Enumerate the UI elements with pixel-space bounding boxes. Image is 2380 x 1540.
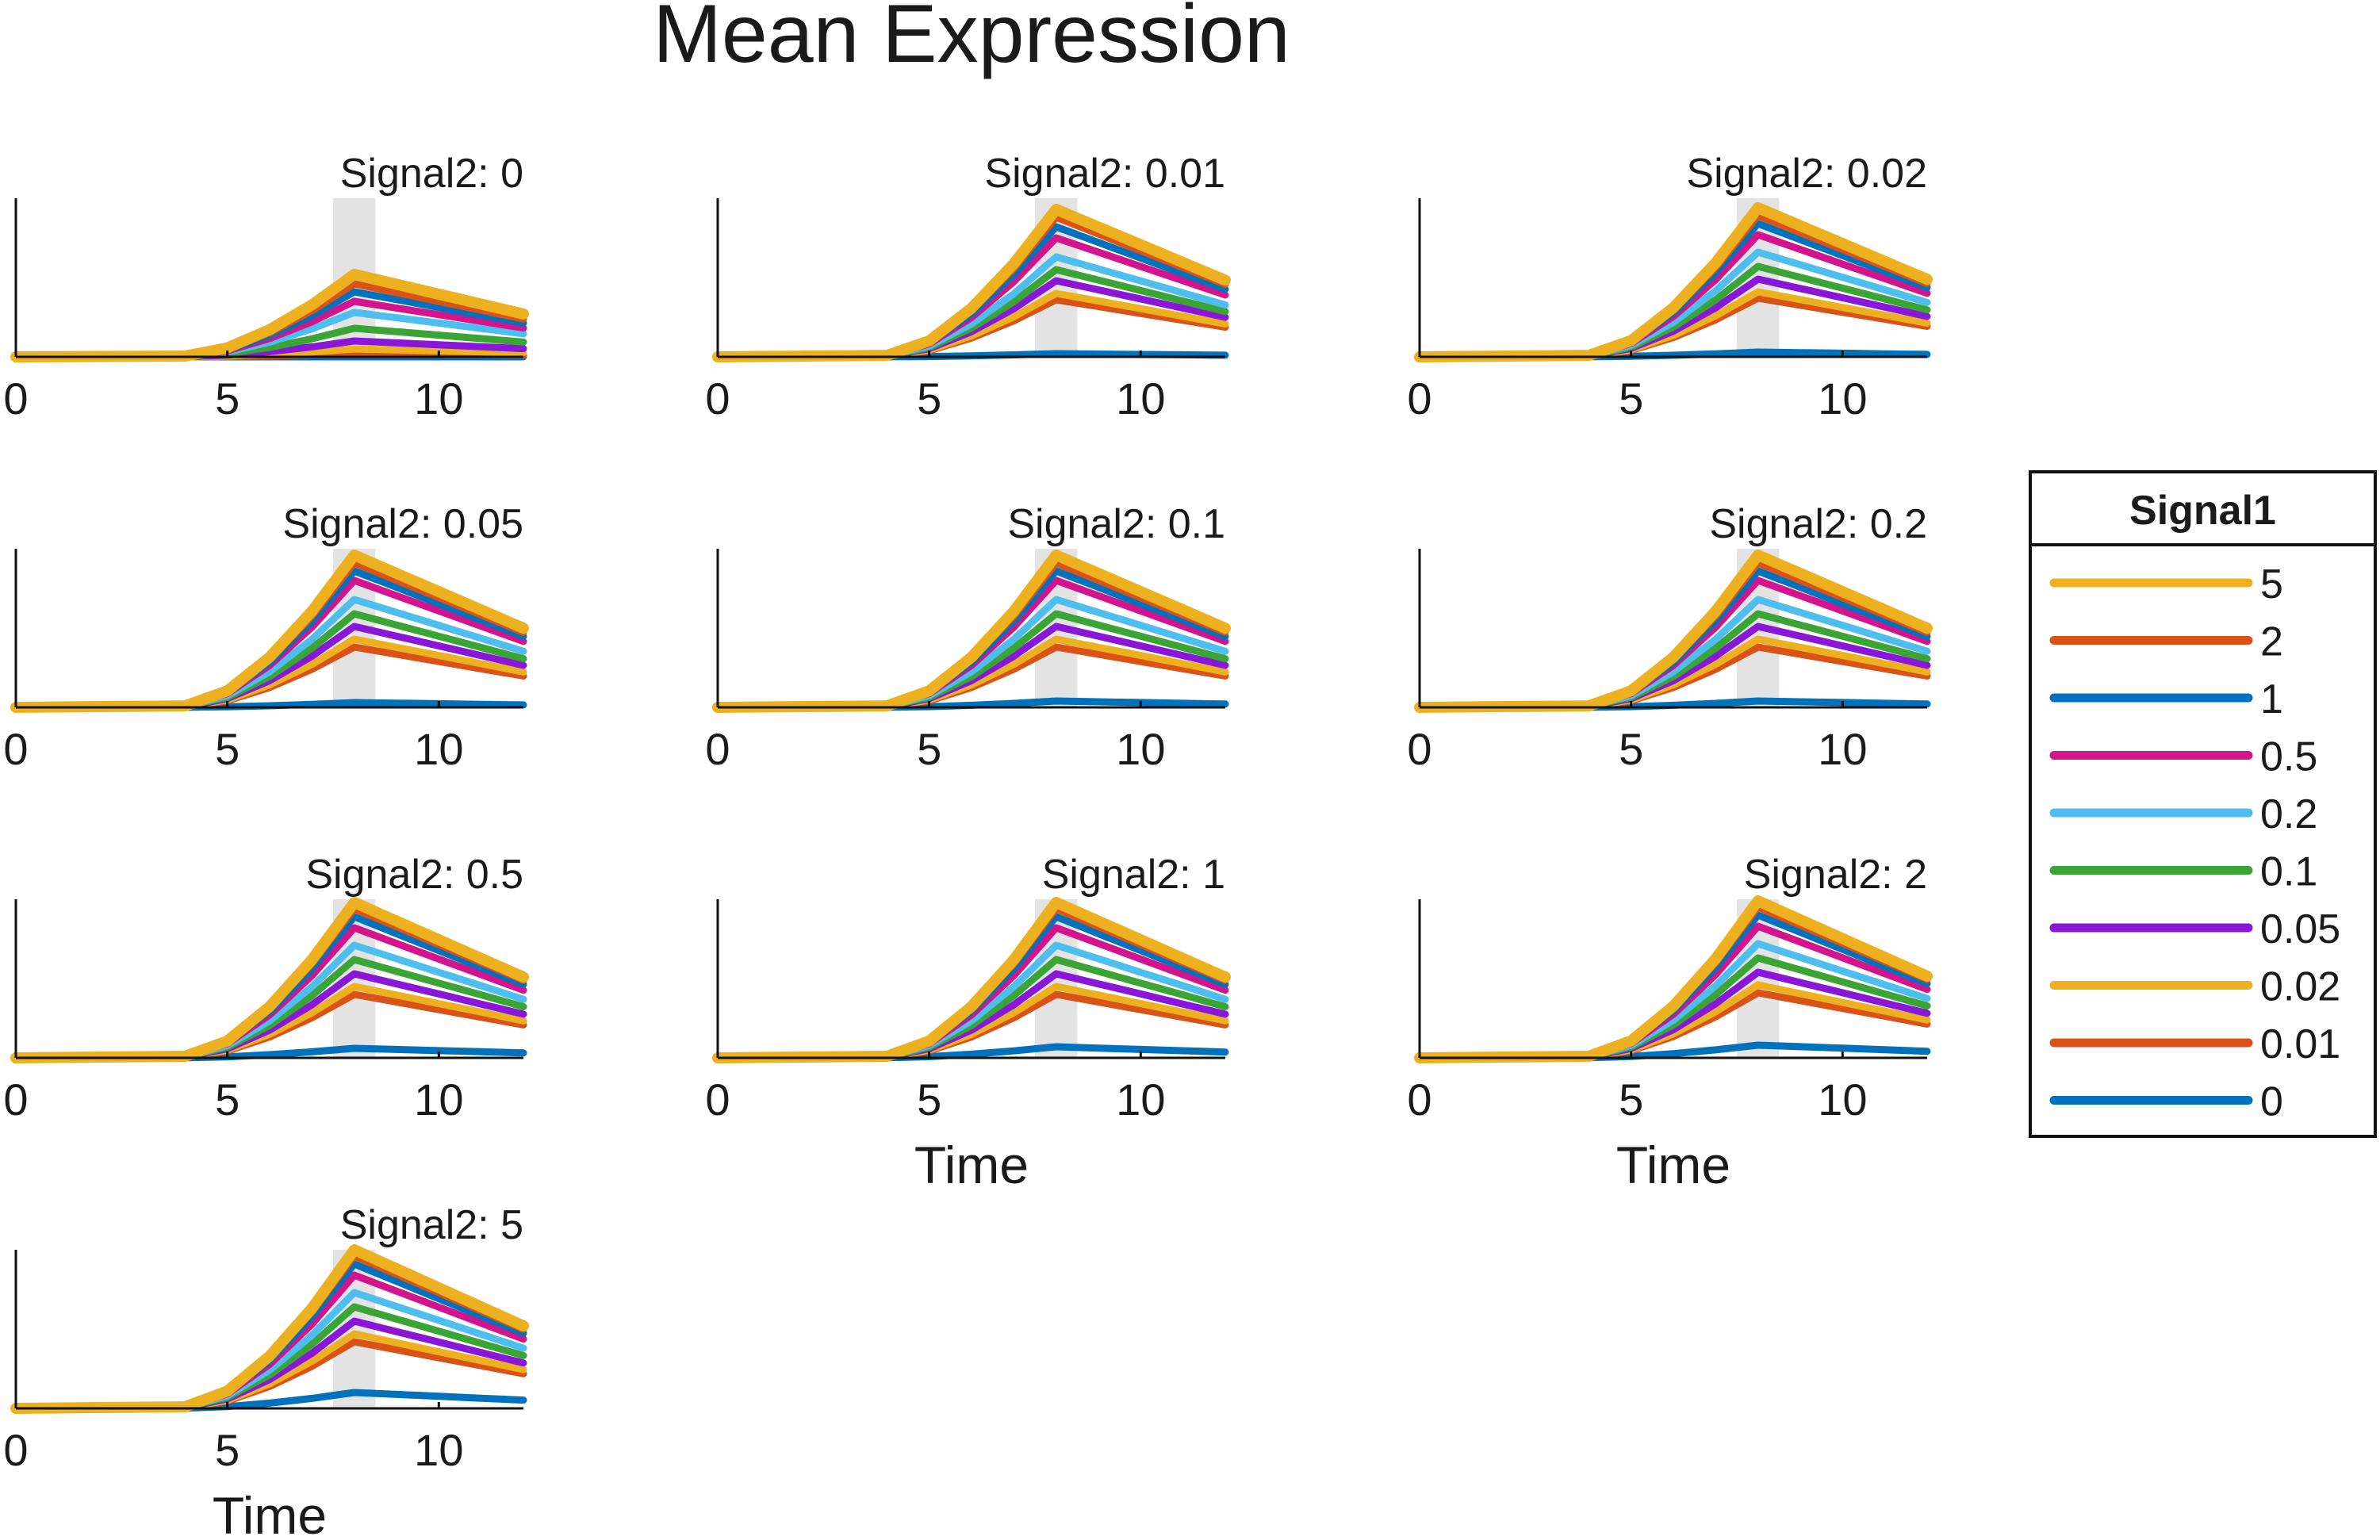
legend-entry-label: 0.01: [2260, 1021, 2340, 1067]
legend-title: Signal1: [2129, 488, 2276, 534]
x-tick-label: 10: [1818, 1075, 1867, 1124]
x-tick-label: 0: [3, 1425, 28, 1475]
x-tick-label: 10: [414, 724, 463, 774]
panel-title: Signal2: 5: [340, 1202, 523, 1248]
x-tick-label: 5: [215, 724, 240, 774]
x-tick-label: 5: [1619, 1075, 1643, 1124]
x-tick-label: 0: [705, 1075, 730, 1124]
x-tick-label: 0: [1407, 374, 1431, 423]
panel-title: Signal2: 2: [1744, 852, 1927, 898]
x-tick-label: 5: [917, 724, 941, 774]
legend: Signal1 5 2 1 0.5 0.2 0.1 0.05 0.02 0.01 0: [2029, 470, 2377, 1138]
x-tick-label: 10: [1818, 724, 1867, 774]
x-tick-label: 10: [1818, 374, 1867, 423]
x-axis-label: Time: [1616, 1136, 1730, 1194]
panel-title: Signal2: 0.02: [1686, 151, 1927, 197]
x-tick-label: 10: [414, 1075, 463, 1124]
x-tick-label: 10: [1116, 724, 1165, 774]
panel-title: Signal2: 0.1: [1007, 501, 1225, 547]
panel: 0 5 10 Signal2: 0.05: [3, 501, 529, 774]
x-tick-label: 0: [1407, 1075, 1431, 1124]
panel: 0 5 10 Signal2: 0.2: [1407, 501, 1933, 774]
legend-entry-label: 0.02: [2260, 964, 2340, 1010]
panel: 0 5 10 Signal2: 2 Time: [1407, 852, 1933, 1194]
panel: 0 5 10 Signal2: 0.02: [1407, 151, 1933, 423]
x-tick-label: 10: [1116, 1075, 1165, 1124]
x-tick-label: 5: [917, 374, 941, 423]
x-tick-label: 0: [705, 374, 730, 423]
panel-title: Signal2: 0.5: [305, 852, 523, 898]
panel-title: Signal2: 0.05: [282, 501, 523, 547]
x-tick-label: 5: [1619, 724, 1643, 774]
panel-title: Signal2: 0.01: [984, 151, 1225, 197]
panels: 0 5 10 Signal2: 0 0 5 10 Signal2: 0.01 0 5 10 Signa…: [3, 151, 1933, 1540]
panel: 0 5 10 Signal2: 0: [3, 151, 529, 423]
x-tick-label: 0: [3, 724, 28, 774]
panel: 0 5 10 Signal2: 1 Time: [705, 852, 1231, 1194]
x-tick-label: 5: [215, 374, 240, 423]
x-tick-label: 0: [3, 1075, 28, 1124]
x-axis-label: Time: [213, 1486, 327, 1540]
x-tick-label: 10: [1116, 374, 1165, 423]
x-tick-label: 0: [705, 724, 730, 774]
legend-entry-label: 0.05: [2260, 906, 2340, 952]
legend-entry-label: 0.2: [2260, 791, 2317, 837]
panel: 0 5 10 Signal2: 5 Time: [3, 1202, 529, 1540]
panel: 0 5 10 Signal2: 0.5: [3, 852, 529, 1124]
x-tick-label: 5: [1619, 374, 1643, 423]
panel: 0 5 10 Signal2: 0.1: [705, 501, 1231, 774]
legend-entry-label: 0.5: [2260, 734, 2317, 780]
legend-entry-label: 5: [2260, 561, 2283, 607]
legend-entry-label: 0: [2260, 1079, 2283, 1125]
x-axis-label: Time: [914, 1136, 1029, 1194]
x-tick-label: 5: [215, 1075, 240, 1124]
legend-entry-label: 1: [2260, 676, 2283, 722]
panel-title: Signal2: 1: [1042, 852, 1225, 898]
panel-title: Signal2: 0.2: [1709, 501, 1927, 547]
panel-title: Signal2: 0: [340, 151, 523, 197]
x-tick-label: 5: [215, 1425, 240, 1475]
panel: 0 5 10 Signal2: 0.01: [705, 151, 1231, 423]
legend-entry-label: 0.1: [2260, 849, 2317, 895]
x-tick-label: 10: [414, 374, 463, 423]
x-tick-label: 5: [917, 1075, 941, 1124]
legend-entry-label: 2: [2260, 619, 2283, 665]
figure-title: Mean Expression: [653, 0, 1290, 80]
x-tick-label: 10: [414, 1425, 463, 1475]
x-tick-label: 0: [3, 374, 28, 423]
x-tick-label: 0: [1407, 724, 1431, 774]
